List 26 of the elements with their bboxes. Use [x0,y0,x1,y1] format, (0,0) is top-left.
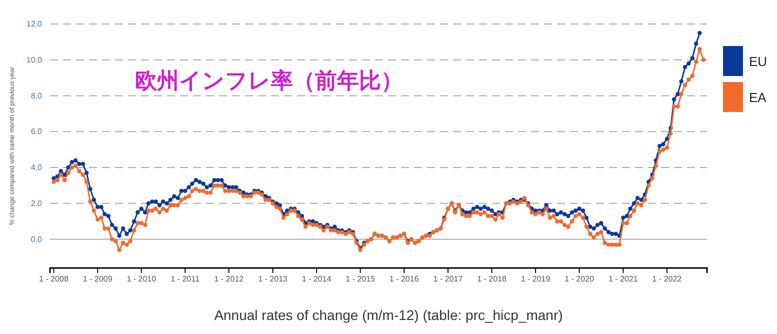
x-tick-label: 1 - 2018 [477,274,507,284]
x-tick-label: 1 - 2022 [652,274,682,284]
y-tick-label: 8.0 [30,91,43,100]
x-tick-label: 1 - 2008 [39,274,69,284]
y-tick-label: 10.0 [26,55,43,64]
text: 欧州インフレ率（前年比） [135,68,403,94]
legend-label: EA [749,90,767,105]
x-tick-label: 1 - 2021 [608,274,638,284]
legend-label: EU [749,54,768,69]
x-tick-label: 1 - 2011 [170,274,200,284]
y-tick-label: 4.0 [30,163,43,172]
x-tick-label: 1 - 2010 [126,274,157,284]
x-tick-label: 1 - 2020 [564,274,595,284]
y-tick-label: 2.0 [30,198,43,208]
x-tick-label: 1 - 2009 [82,274,113,284]
x-axis-title: Annual rates of change (m/m-12) (table: prc_hicp_manr) [214,307,563,323]
x-tick-label: 1 - 2016 [389,274,420,284]
x-tick-label: 1 - 2019 [520,274,551,284]
x-tick-label: 1 - 2014 [302,274,332,284]
y-tick-label: 12.0 [26,20,43,29]
x-tick-label: 1 - 2015 [346,274,376,284]
x-tick-label: 1 - 2013 [258,274,288,284]
x-tick-label: 1 - 2012 [214,274,244,284]
x-tick-label: 1 - 2017 [433,274,464,284]
y-tick-label: 6.0 [30,127,43,136]
y-tick-label: 0.0 [30,234,43,244]
